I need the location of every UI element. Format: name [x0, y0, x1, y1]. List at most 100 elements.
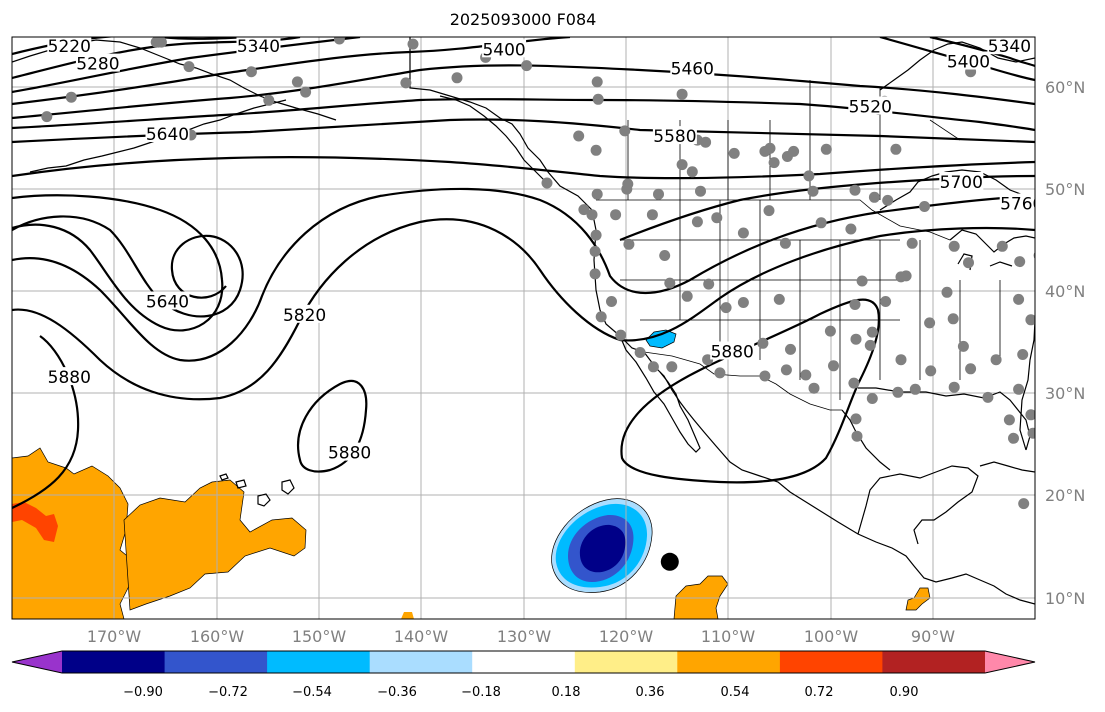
colorbar-extend-min — [12, 651, 62, 673]
station-marker — [703, 278, 715, 290]
lon-label: 140°W — [394, 627, 449, 646]
station-marker — [676, 159, 688, 171]
hudson-bay-coast — [879, 169, 1035, 211]
station-marker — [183, 61, 195, 73]
station-marker — [909, 383, 921, 395]
station-marker — [610, 209, 622, 221]
station-marker — [606, 296, 617, 307]
colorbar-segment — [677, 651, 781, 673]
station-marker — [634, 347, 646, 358]
contour-label: 5580 — [653, 127, 696, 147]
station-marker — [578, 204, 590, 216]
station-marker — [924, 317, 936, 329]
station-marker — [1008, 432, 1019, 444]
station-marker — [666, 361, 678, 373]
anomaly-region-western-pacific-east — [123, 479, 307, 611]
hawaii-island-1 — [257, 493, 271, 507]
lat-label: 60°N — [1045, 78, 1085, 97]
map-frame — [11, 36, 1036, 620]
contour-label-background — [145, 124, 190, 142]
colorbar-segment — [267, 651, 371, 673]
anomaly-region-gulf-dot — [401, 612, 414, 619]
station-marker — [591, 76, 603, 88]
station-marker — [919, 201, 930, 212]
colorbar-tick-label: 0.90 — [890, 685, 919, 700]
station-marker — [1003, 414, 1015, 426]
station-marker — [851, 430, 863, 442]
contour-label: 5400 — [947, 53, 990, 73]
station-marker — [773, 293, 785, 305]
contour-label-background — [670, 58, 715, 77]
station-marker — [586, 209, 598, 221]
contour-5760 — [12, 187, 1035, 362]
station-marker — [691, 216, 703, 228]
lat-label: 30°N — [1045, 384, 1085, 403]
station-marker — [759, 370, 771, 382]
contour-label-background — [236, 37, 281, 55]
station-marker — [856, 275, 868, 287]
colorbar-segment — [62, 651, 166, 673]
lon-label: 90°W — [911, 627, 955, 646]
contour-label: 5340 — [237, 37, 280, 57]
station-marker — [785, 343, 796, 355]
contour-5520 — [12, 98, 1035, 132]
station-marker — [768, 157, 780, 169]
station-marker — [947, 313, 959, 325]
station-marker — [711, 212, 723, 224]
lon-label: 150°W — [292, 627, 347, 646]
colorbar-tick-label: 0.36 — [636, 685, 665, 700]
contour-label-background — [327, 442, 372, 461]
anomaly-region-western-pacific-core — [12, 502, 58, 542]
baja-coast — [619, 335, 701, 453]
station-marker — [1014, 256, 1026, 268]
colorbar-tick-label: −0.90 — [123, 685, 163, 700]
station-marker — [621, 183, 633, 195]
station-marker — [737, 297, 749, 308]
station-marker — [990, 354, 1002, 366]
station-marker — [681, 290, 693, 302]
station-marker — [737, 227, 749, 239]
station-marker — [573, 130, 585, 142]
north-america-coast — [409, 37, 1035, 605]
colorbar-tick-label: −0.54 — [292, 685, 332, 700]
station-marker — [646, 209, 658, 221]
station-marker — [686, 166, 698, 178]
station-marker — [41, 111, 53, 123]
station-marker — [800, 369, 812, 381]
lon-label: 100°W — [804, 627, 859, 646]
lon-label: 170°W — [87, 627, 142, 646]
contour-label-background — [282, 304, 327, 323]
contour-label-background — [848, 96, 893, 115]
lat-label: 20°N — [1045, 486, 1085, 505]
station-marker — [864, 339, 876, 351]
lon-label: 110°W — [701, 627, 756, 646]
station-marker — [890, 143, 902, 155]
station-marker — [615, 329, 627, 341]
station-marker — [1017, 349, 1029, 360]
station-marker — [720, 302, 732, 314]
station-marker — [763, 205, 775, 217]
station-marker — [263, 94, 275, 106]
station-marker — [906, 237, 918, 249]
station-marker — [1027, 427, 1035, 439]
contour-label: 5280 — [76, 55, 119, 75]
contour-label: 5400 — [482, 40, 525, 60]
station-marker — [155, 37, 167, 48]
contour-label-background — [652, 126, 697, 145]
colorbar-outline — [11, 650, 1036, 674]
lon-label: 120°W — [599, 627, 654, 646]
station-marker — [948, 381, 960, 393]
colorbar-tick-label: −0.72 — [208, 685, 248, 700]
contour-5640 — [12, 156, 1035, 180]
map-title: 2025093000 F084 — [450, 10, 597, 29]
station-marker — [1013, 383, 1025, 395]
station-marker — [619, 125, 631, 137]
station-marker — [815, 217, 827, 229]
station-marker — [963, 257, 974, 269]
contour-5880-mid — [297, 379, 368, 473]
station-marker — [880, 296, 892, 307]
contour-label: 5820 — [283, 306, 326, 326]
